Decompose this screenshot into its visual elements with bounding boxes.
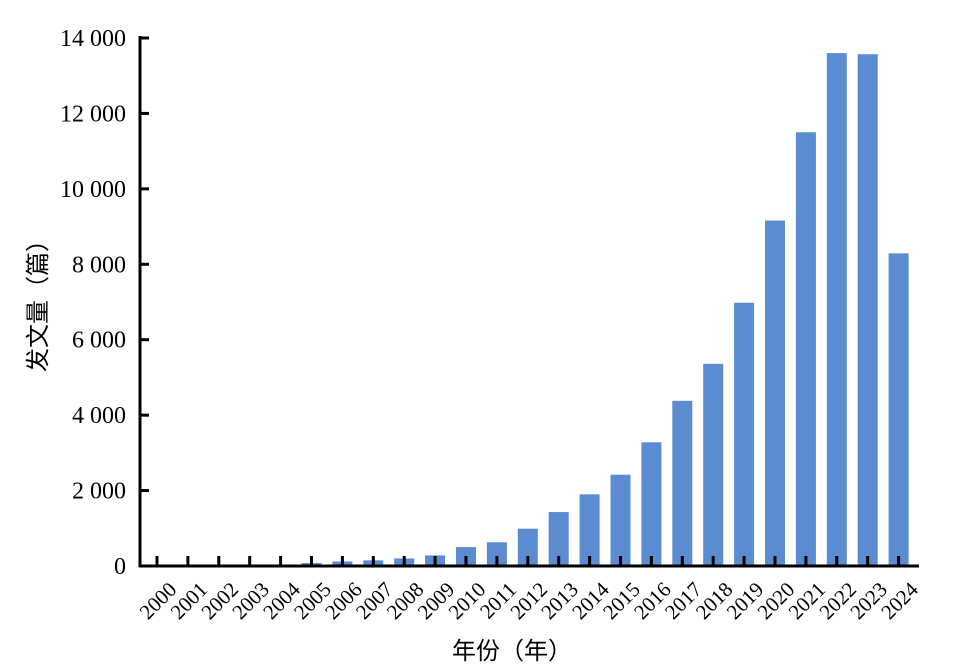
bar-2016 [641,442,662,566]
y-axis-title: 发文量（篇） [24,228,52,372]
y-tick-label: 4 000 [72,403,126,429]
y-tick-label: 12 000 [60,101,126,127]
bar-2015 [610,474,631,566]
y-tick-label: 8 000 [72,252,126,278]
bar-2022 [826,53,847,566]
bar-2023 [857,54,878,566]
bar-2024 [888,253,909,566]
bar-2011 [486,542,507,566]
y-tick-label: 10 000 [60,177,126,203]
y-tick-label: 6 000 [72,328,126,354]
bar-2018 [703,363,724,566]
y-tick-label: 0 [114,554,126,580]
y-tick-label: 2 000 [72,479,126,505]
bar-2019 [734,302,755,566]
bar-2021 [795,132,816,567]
y-tick-label: 14 000 [60,26,126,52]
bar-2014 [579,494,600,566]
x-axis-title: 年份（年） [452,637,572,665]
bar-2017 [672,400,693,566]
y-ticks-group: 0 2 000 4 000 6 000 8 000 10 000 12 000 14 000 [60,26,149,580]
x-tick-label-2024: 2024 [876,577,923,624]
bars-group [147,53,909,567]
bar-2013 [548,512,569,566]
bar-2012 [517,528,538,566]
bar-2020 [765,220,785,567]
